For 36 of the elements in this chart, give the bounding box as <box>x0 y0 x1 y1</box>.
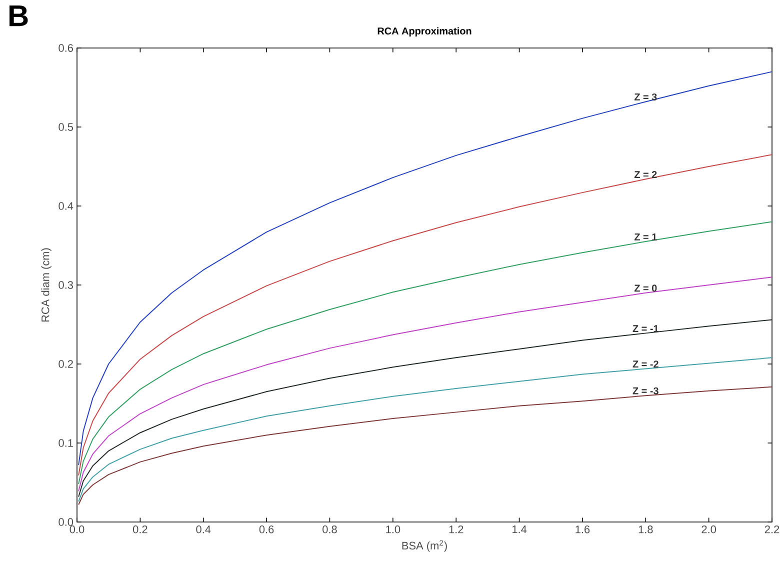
x-tick-label: 1.4 <box>512 526 527 534</box>
x-tick-label: 0.8 <box>322 526 337 534</box>
series-label: Z = 1 <box>634 233 657 240</box>
y-tick-label: 0.2 <box>58 360 73 368</box>
y-axis-title: RCA diam (cm) <box>41 248 52 322</box>
y-tick-label: 0.0 <box>58 518 74 526</box>
y-tick-label: 0.3 <box>58 281 73 289</box>
y-tick-label: 0.5 <box>58 123 74 131</box>
line-series <box>78 319 773 498</box>
line-series <box>78 154 773 476</box>
x-tick-label: 1.0 <box>386 526 400 534</box>
x-tick-label: 0.4 <box>196 526 211 534</box>
text: B <box>10 6 28 26</box>
x-tick-label: 0.2 <box>132 526 148 534</box>
line-series <box>78 357 773 502</box>
series-label: Z = -2 <box>632 360 658 368</box>
series-label: Z = -1 <box>632 325 659 332</box>
x-tick-label: 0.0 <box>70 526 84 534</box>
x-tick-label: 2.2 <box>764 526 780 534</box>
line-series <box>78 221 773 485</box>
x-tick-label: 1.2 <box>449 526 464 534</box>
series-label: Z = 2 <box>634 170 657 178</box>
line-series <box>78 71 773 466</box>
x-axis-title: BSA (m$^{2}$) <box>402 540 447 552</box>
y-tick-label: 0.6 <box>58 44 73 52</box>
y-tick-label: 0.4 <box>58 202 74 210</box>
x-tick-label: 1.6 <box>576 526 590 534</box>
series-label: Z = 3 <box>634 93 657 101</box>
y-tick-label: 0.1 <box>58 439 73 447</box>
x-tick-label: 1.8 <box>638 526 653 534</box>
line-series <box>78 386 773 506</box>
series-label: Z = -3 <box>632 387 658 394</box>
chart-title: RCA Approximation <box>378 27 472 36</box>
x-tick-label: 0.6 <box>259 526 274 534</box>
x-tick-label: 2.0 <box>702 526 716 534</box>
series-label: Z = 0 <box>634 284 657 292</box>
